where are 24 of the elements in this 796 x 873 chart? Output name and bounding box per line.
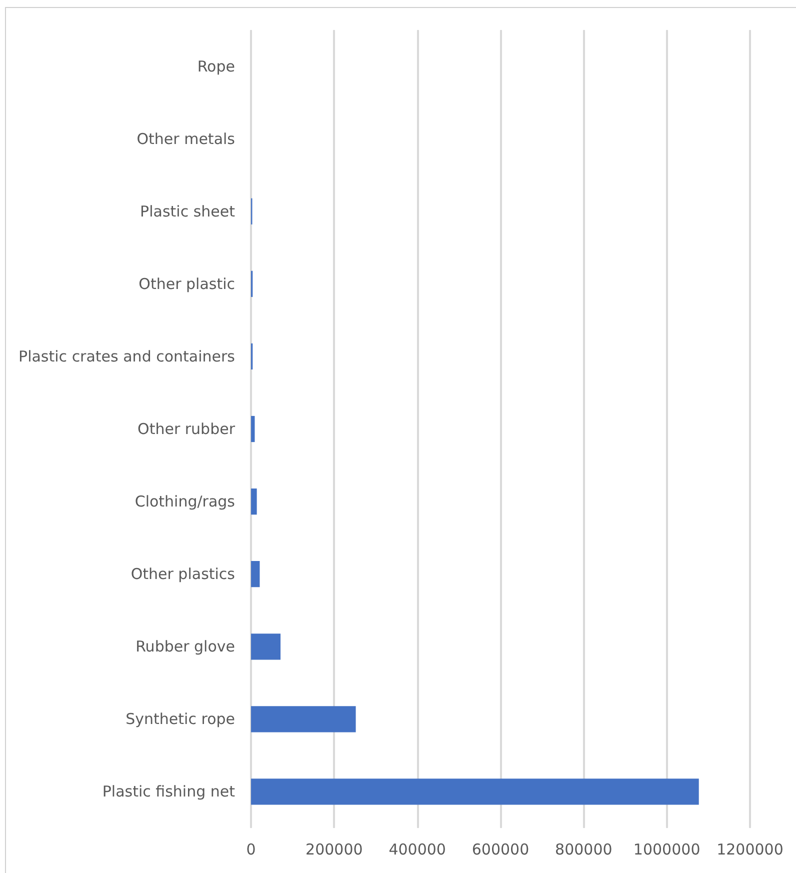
bar [251,488,257,515]
y-tick-label: Plastic crates and containers [18,347,236,366]
bar [251,561,260,588]
x-tick-label: 200000 [306,840,363,858]
x-tick-label: 1200000 [716,840,784,858]
y-tick-label: Other rubber [138,420,236,438]
y-tick-label: Other metals [136,130,236,148]
y-tick-label: Other plastics [130,565,236,584]
x-tick-label: 400000 [388,840,446,858]
bar [251,634,281,660]
bar [251,706,356,732]
y-tick-label: Plastic sheet [140,202,236,220]
y-tick-label: Other plastic [138,274,235,293]
y-tick-label: Rubber glove [136,638,235,656]
y-tick-label: Plastic fishing net [102,782,236,801]
bar [251,416,255,442]
bar [251,778,699,805]
x-tick-label: 800000 [555,840,612,858]
x-tick-label: 600000 [472,840,530,858]
x-tick-label: 0 [246,840,256,858]
y-tick-label: Clothing/rags [134,492,236,511]
x-tick-label: 1000000 [633,840,700,858]
y-tick-label: Rope [197,57,235,76]
y-tick-label: Synthetic rope [126,710,235,728]
